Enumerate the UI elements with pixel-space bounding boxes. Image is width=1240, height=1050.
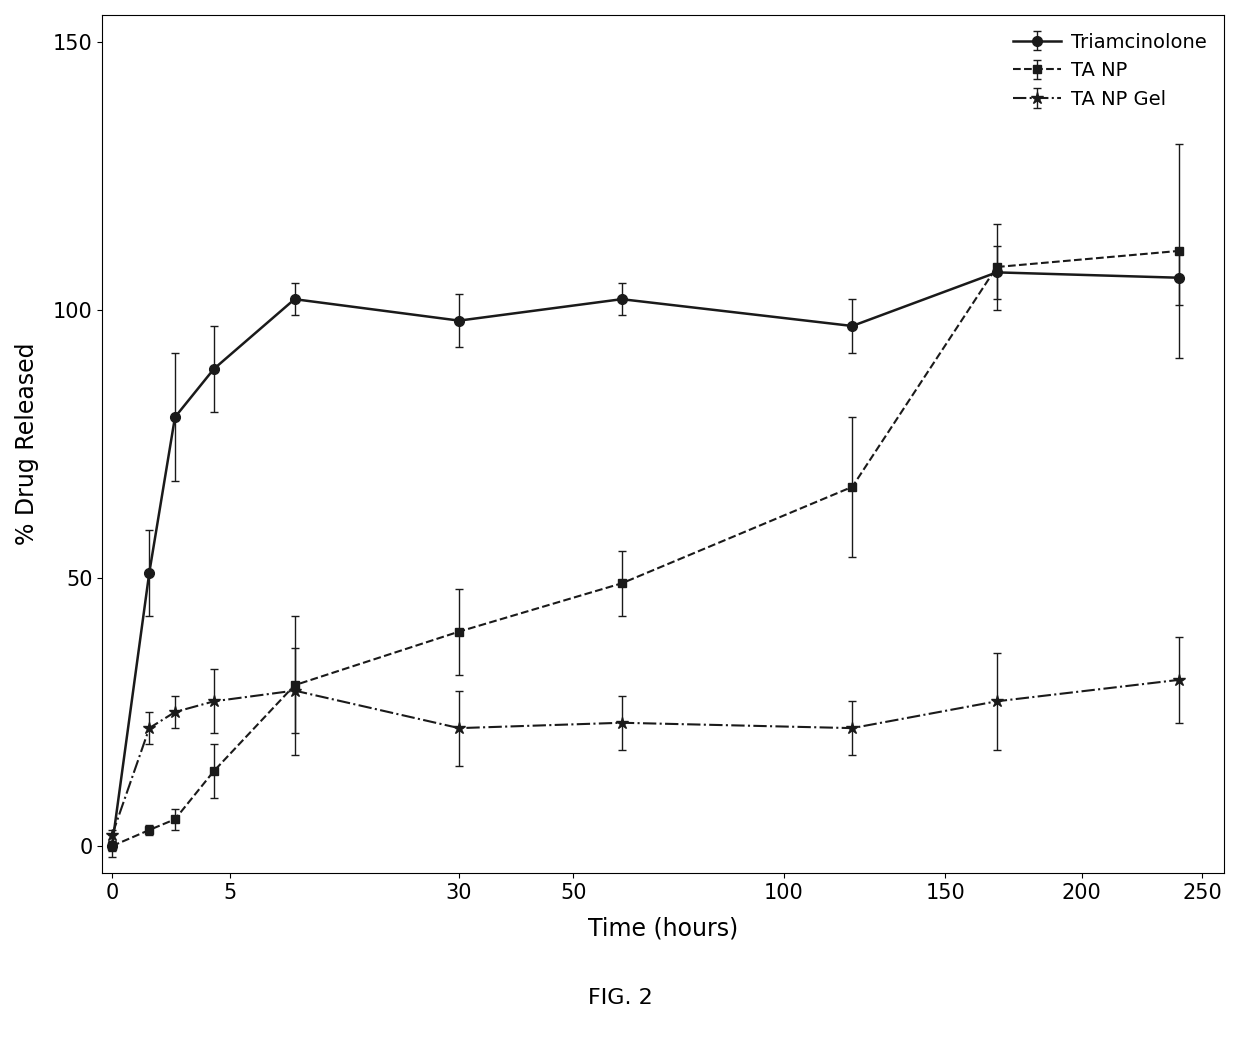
Y-axis label: % Drug Released: % Drug Released [15,342,38,545]
Legend: Triamcinolone, TA NP, TA NP Gel: Triamcinolone, TA NP, TA NP Gel [1006,25,1215,117]
Text: FIG. 2: FIG. 2 [588,987,652,1008]
X-axis label: Time (hours): Time (hours) [588,917,739,941]
